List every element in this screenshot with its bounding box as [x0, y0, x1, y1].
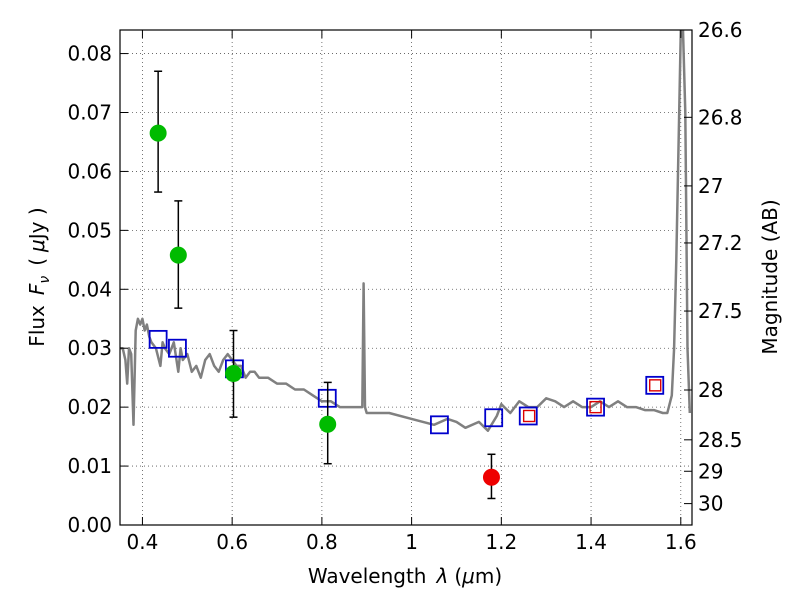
grid: [120, 30, 692, 525]
model-photometry-marker: [168, 338, 187, 358]
y2-tick-label: 27.5: [698, 299, 743, 323]
y2-axis-title: Magnitude (AB): [758, 199, 782, 354]
y2-tick-label: 27.2: [698, 231, 743, 255]
x-tick-label: 1.6: [665, 530, 697, 554]
axis-ticks: 0.4 0.6 0.8 1 1.2 1.4 1.6 0.00 0.01 0.02 0.03 0.04 0…: [67, 18, 742, 554]
model-photometry-marker: [586, 397, 605, 417]
upper-limit-marker: [649, 379, 662, 392]
model-photometry-marker: [430, 415, 449, 435]
detection-point: [169, 246, 187, 264]
x-tick-label: 1.4: [575, 530, 607, 554]
upper-limit-marker: [522, 409, 536, 423]
sed-model-line: [120, 30, 692, 432]
detection-point: [319, 415, 337, 433]
plot-series: [120, 30, 692, 500]
y2-tick-label: 27: [698, 174, 723, 198]
y-axis-title: FluxFν(μJy ): [25, 207, 53, 346]
x-tick-label: 0.6: [216, 530, 248, 554]
model-photometry-marker: [484, 408, 504, 428]
plot-frame: [119, 29, 693, 526]
model-photometry-marker: [518, 406, 538, 426]
y2-tick-label: 28: [698, 378, 723, 402]
y-tick-label: 0.05: [67, 218, 112, 242]
y-tick-label: 0.02: [67, 395, 112, 419]
x-tick-label: 0.4: [127, 530, 159, 554]
y-tick-label: 0.08: [67, 42, 112, 66]
x-tick-label: 0.8: [306, 530, 338, 554]
x-axis-title: Wavelength λ (μm): [308, 564, 502, 588]
upper-limit-marker: [589, 400, 602, 414]
y2-tick-label: 28.5: [698, 428, 743, 452]
y-tick-label: 0.01: [67, 454, 112, 478]
x-tick-label: 1.2: [485, 530, 517, 554]
model-photometry-marker: [645, 375, 665, 395]
y-tick-label: 0.04: [67, 277, 112, 301]
y-tick-label: 0.07: [67, 101, 112, 125]
model-photometry-marker: [148, 329, 168, 349]
y2-tick-label: 29: [698, 459, 723, 483]
x-tick-label: 1: [405, 530, 418, 554]
y-tick-label: 0.06: [67, 159, 112, 183]
low-sn-point: [482, 468, 500, 486]
y-tick-label: 0.00: [67, 513, 112, 537]
y2-tick-label: 30: [698, 492, 723, 516]
y-tick-label: 0.03: [67, 336, 112, 360]
detection-point: [225, 365, 243, 383]
y2-tick-label: 26.8: [698, 105, 743, 129]
y2-tick-label: 26.6: [698, 18, 743, 42]
detection-point: [149, 124, 167, 142]
